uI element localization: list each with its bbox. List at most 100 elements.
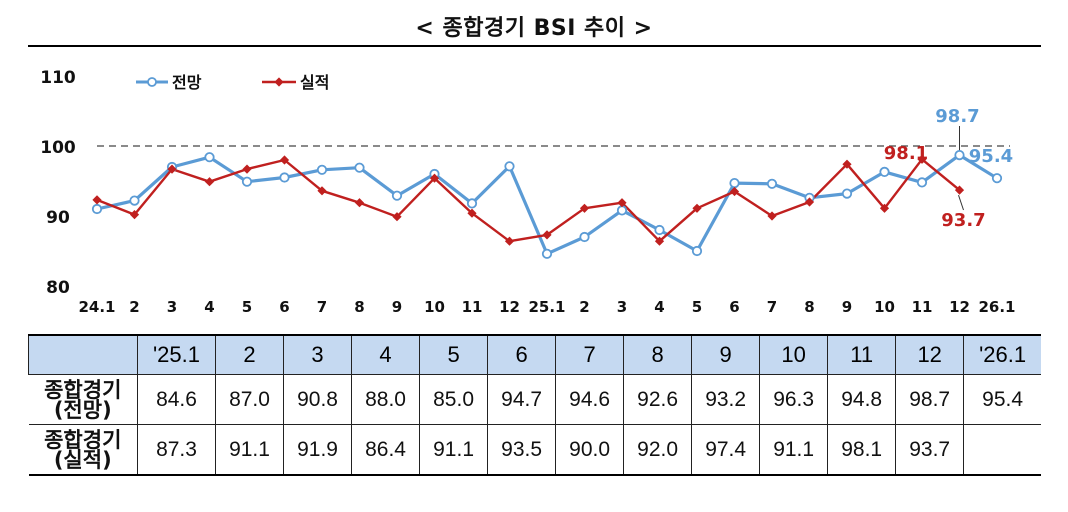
table-header-cell: 7 bbox=[555, 334, 625, 375]
actual-point bbox=[879, 203, 890, 213]
actual-point bbox=[167, 164, 177, 174]
table-cell bbox=[963, 424, 1041, 476]
actual-point bbox=[692, 203, 702, 213]
actual-point bbox=[617, 198, 627, 208]
forecast-point bbox=[991, 173, 1003, 184]
table-cell: 90.0 bbox=[555, 424, 625, 476]
row-label-line: 종합경기 bbox=[44, 377, 122, 402]
table-cell: 86.4 bbox=[351, 424, 421, 476]
x-tick-label: 10 bbox=[874, 298, 895, 316]
annotation-label: 98.1 bbox=[884, 143, 928, 164]
table-cell: 94.8 bbox=[827, 374, 897, 425]
actual-point bbox=[354, 198, 365, 208]
x-tick-label: 8 bbox=[354, 298, 364, 316]
x-tick-label: 26.1 bbox=[978, 298, 1015, 316]
chart-axes: 80 90 100 110 24.1 2 3 4 5 6 7 8 9 10 11 12 25.1 2 3 4 5 6 7 8 9… bbox=[40, 68, 1015, 316]
table-cell: 92.6 bbox=[623, 374, 693, 425]
forecast-point bbox=[279, 172, 290, 183]
x-tick-label: 4 bbox=[204, 298, 214, 316]
table-header-cell: 2 bbox=[215, 334, 285, 375]
actual-point bbox=[242, 164, 252, 174]
y-tick-label: 90 bbox=[46, 208, 70, 228]
annotation-label: 95.4 bbox=[969, 146, 1013, 167]
row-label-line: (실적) bbox=[53, 447, 112, 472]
x-tick-label: 5 bbox=[242, 298, 252, 316]
x-tick-label: 5 bbox=[692, 298, 702, 316]
x-tick-label: 8 bbox=[804, 298, 814, 316]
forecast-point bbox=[391, 190, 403, 201]
table-cell: 91.9 bbox=[283, 424, 353, 476]
forecast-point bbox=[354, 162, 365, 173]
forecast-point bbox=[91, 203, 103, 215]
y-tick-label: 80 bbox=[46, 278, 70, 298]
table-header-cell: 12 bbox=[895, 334, 965, 375]
table-header-cell: 4 bbox=[351, 334, 421, 375]
table-row: 종합경기 (실적) 87.3 91.1 91.9 86.4 91.1 93.5 … bbox=[28, 424, 1041, 476]
legend-label-forecast: 전망 bbox=[172, 73, 202, 92]
legend-label-actual: 실적 bbox=[300, 73, 329, 92]
actual-point bbox=[654, 236, 665, 246]
forecast-point bbox=[504, 161, 515, 172]
actual-point bbox=[729, 186, 740, 197]
legend-marker-actual bbox=[274, 77, 284, 87]
x-tick-label: 6 bbox=[729, 298, 739, 316]
table-header-cell: 9 bbox=[691, 334, 761, 375]
forecast-point bbox=[316, 164, 328, 175]
actual-point bbox=[279, 155, 290, 165]
x-tick-label: 9 bbox=[392, 298, 402, 316]
table-header-cell: 10 bbox=[759, 334, 829, 375]
actual-point bbox=[804, 197, 815, 207]
series-line-actual bbox=[96, 158, 961, 243]
table-row: 종합경기 (전망) 84.6 87.0 90.8 88.0 85.0 94.7 … bbox=[28, 374, 1041, 425]
x-tick-label: 12 bbox=[949, 298, 970, 316]
annotation-group: 98.7 95.4 98.1 93.7 bbox=[884, 106, 1013, 231]
table-header-cell: '26.1 bbox=[963, 334, 1041, 375]
table-header-cell: 6 bbox=[487, 334, 557, 375]
actual-point bbox=[767, 211, 777, 221]
x-tick-label: 10 bbox=[424, 298, 445, 316]
table-cell: 98.1 bbox=[827, 424, 897, 476]
table-cell: 87.0 bbox=[215, 374, 285, 425]
table-header-cell: 11 bbox=[827, 334, 897, 375]
table-cell: 93.2 bbox=[691, 374, 761, 425]
x-tick-label: 2 bbox=[579, 298, 589, 316]
table-cell: 91.1 bbox=[215, 424, 285, 476]
annotation-label: 98.7 bbox=[935, 106, 979, 127]
table-cell: 88.0 bbox=[351, 374, 421, 425]
x-tick-label: 11 bbox=[462, 298, 483, 316]
table-cell: 91.1 bbox=[759, 424, 829, 476]
page-title: < 종합경기 BSI 추이 > bbox=[415, 16, 653, 41]
annotation-label: 93.7 bbox=[941, 210, 985, 231]
table-header-cell: 3 bbox=[283, 334, 353, 375]
actual-point bbox=[129, 210, 140, 220]
row-label-line: 종합경기 bbox=[44, 427, 122, 452]
forecast-point bbox=[729, 178, 740, 189]
y-tick-label: 110 bbox=[40, 68, 76, 88]
series-group bbox=[91, 150, 1003, 259]
actual-point bbox=[542, 230, 552, 240]
x-tick-label: 4 bbox=[654, 298, 664, 316]
x-tick-label: 11 bbox=[912, 298, 933, 316]
x-tick-label: 3 bbox=[617, 298, 627, 316]
actual-point bbox=[579, 203, 590, 213]
x-tick-label: 12 bbox=[499, 298, 520, 316]
x-tick-label: 3 bbox=[167, 298, 177, 316]
forecast-point bbox=[466, 198, 478, 209]
actual-point bbox=[954, 185, 965, 195]
table-header-cell: '25.1 bbox=[136, 334, 217, 375]
forecast-point bbox=[841, 188, 853, 199]
forecast-point bbox=[616, 205, 628, 216]
x-tick-label: 24.1 bbox=[78, 298, 115, 316]
row-label-actual: 종합경기 (실적) bbox=[28, 424, 138, 476]
x-tick-label: 25.1 bbox=[528, 298, 565, 316]
x-tick-label: 7 bbox=[767, 298, 777, 316]
legend-marker-forecast bbox=[147, 77, 157, 87]
chart-legend: 전망 실적 bbox=[136, 73, 329, 92]
actual-point bbox=[917, 154, 927, 164]
forecast-point bbox=[954, 150, 965, 161]
actual-point bbox=[92, 195, 102, 205]
x-tick-label: 7 bbox=[317, 298, 327, 316]
table-cell: 98.7 bbox=[895, 374, 965, 425]
forecast-point bbox=[879, 166, 890, 178]
forecast-point bbox=[129, 195, 140, 206]
